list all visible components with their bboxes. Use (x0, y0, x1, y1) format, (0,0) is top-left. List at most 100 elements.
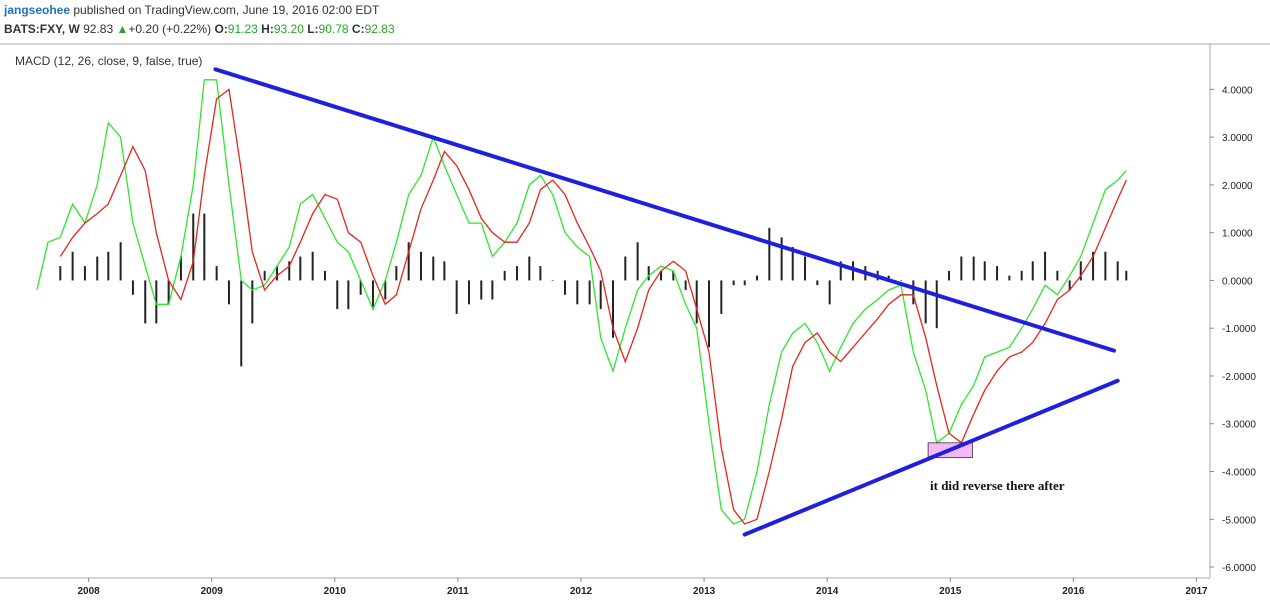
histogram-bar (539, 266, 542, 281)
histogram-bar (215, 266, 218, 281)
y-tick-label: 3.0000 (1222, 133, 1253, 144)
histogram-bar (240, 280, 243, 367)
histogram-bar (347, 280, 350, 310)
up-arrow: ▲ (113, 22, 128, 36)
close: 92.83 (365, 22, 395, 36)
author[interactable]: jangseohee (3, 3, 70, 17)
x-tick-label: 2017 (1185, 586, 1208, 597)
histogram-bar (288, 261, 291, 281)
high-label: H: (261, 22, 274, 36)
histogram-bar (59, 266, 62, 281)
histogram-bar (503, 270, 506, 281)
x-tick-label: 2015 (939, 586, 962, 597)
published: published on TradingView.com, June 19, 2… (73, 3, 380, 17)
histogram-bar (275, 266, 278, 281)
histogram-bar (1125, 270, 1128, 281)
histogram-bar (395, 266, 398, 281)
price: 92.83 (83, 22, 113, 36)
histogram-bar (491, 280, 494, 300)
histogram-bar (192, 213, 195, 281)
indicator-line (59, 88, 1127, 525)
histogram-bar (828, 280, 831, 305)
histogram-bar (624, 256, 627, 281)
histogram-bar (983, 261, 986, 281)
histogram-bar (816, 280, 819, 286)
histogram-bar (71, 251, 74, 281)
histogram-bar (791, 246, 794, 281)
histogram-bar (1079, 261, 1082, 281)
low: 90.78 (319, 22, 349, 36)
histogram-bar (83, 266, 86, 281)
histogram-bar (119, 242, 122, 281)
histogram-bar (924, 280, 927, 324)
change: +0.20 (+0.22%) (128, 22, 211, 36)
indicator-title: MACD (12, 26, close, 9, false, true) (15, 54, 202, 68)
histogram-bar (960, 256, 963, 281)
header-line-1: jangseohee published on TradingView.com,… (3, 3, 380, 17)
open-label: O: (214, 22, 227, 36)
high: 93.20 (274, 22, 304, 36)
histogram-bar (612, 280, 615, 338)
histogram-bar (528, 256, 531, 281)
histogram-bar (1031, 261, 1034, 281)
y-tick-label: -1.0000 (1222, 324, 1256, 335)
close-label: C: (352, 22, 365, 36)
histogram-bar (96, 256, 99, 281)
x-tick-label: 2011 (447, 586, 469, 597)
histogram-bar (251, 280, 254, 324)
annotation: it did reverse there after (930, 478, 1065, 493)
histogram-bar (419, 251, 422, 281)
histogram-bar (167, 280, 170, 305)
histogram-bar (972, 256, 975, 281)
histogram-bar (948, 270, 951, 281)
trend-line (213, 67, 1116, 353)
x-tick-label: 2009 (201, 586, 224, 597)
y-tick-label: 1.0000 (1222, 229, 1253, 240)
low-label: L: (307, 22, 318, 36)
histogram-bar (804, 256, 807, 281)
histogram-bar (684, 280, 687, 290)
histogram-bar (912, 280, 915, 305)
histogram-bar (107, 251, 110, 281)
histogram-bar (227, 280, 230, 305)
histogram-bar (1056, 270, 1059, 281)
histogram-bar (1008, 275, 1011, 281)
histogram-bar (768, 227, 771, 281)
histogram-bar (1092, 251, 1095, 281)
histogram-bar (660, 270, 663, 281)
histogram-bar (179, 256, 182, 281)
histogram-bar (467, 280, 470, 305)
trend-line (742, 378, 1120, 537)
histogram-bar (299, 256, 302, 281)
histogram-bar (1068, 280, 1071, 290)
y-tick-label: -4.0000 (1222, 467, 1256, 478)
histogram-bar (311, 251, 314, 281)
header-line-2: BATS:FXY, W 92.83 ▲+0.20 (+0.22%) O:91.2… (4, 22, 395, 36)
histogram-bar (599, 280, 602, 310)
y-tick-label: -6.0000 (1222, 563, 1256, 574)
histogram-bar (576, 280, 579, 305)
y-tick-label: -3.0000 (1222, 420, 1256, 431)
open: 91.23 (228, 22, 258, 36)
histogram-bar (443, 261, 446, 281)
histogram-bar (588, 280, 591, 305)
histogram-bar (780, 237, 783, 281)
histogram-bar (695, 280, 698, 324)
histogram-bar (515, 266, 518, 281)
histogram-bar (336, 280, 339, 310)
histogram-bar (263, 270, 266, 281)
histogram-bar (203, 213, 206, 281)
histogram-bar (1044, 251, 1047, 281)
histogram-bar (432, 256, 435, 281)
histogram-bar (144, 280, 147, 324)
y-tick-label: 0.0000 (1222, 276, 1253, 287)
histogram-bar (1020, 270, 1023, 281)
histogram-bar (480, 280, 483, 300)
histogram-bar (636, 242, 639, 281)
y-tick-label: 4.0000 (1222, 85, 1253, 96)
histogram-bar (935, 280, 938, 329)
x-tick-label: 2013 (693, 586, 716, 597)
